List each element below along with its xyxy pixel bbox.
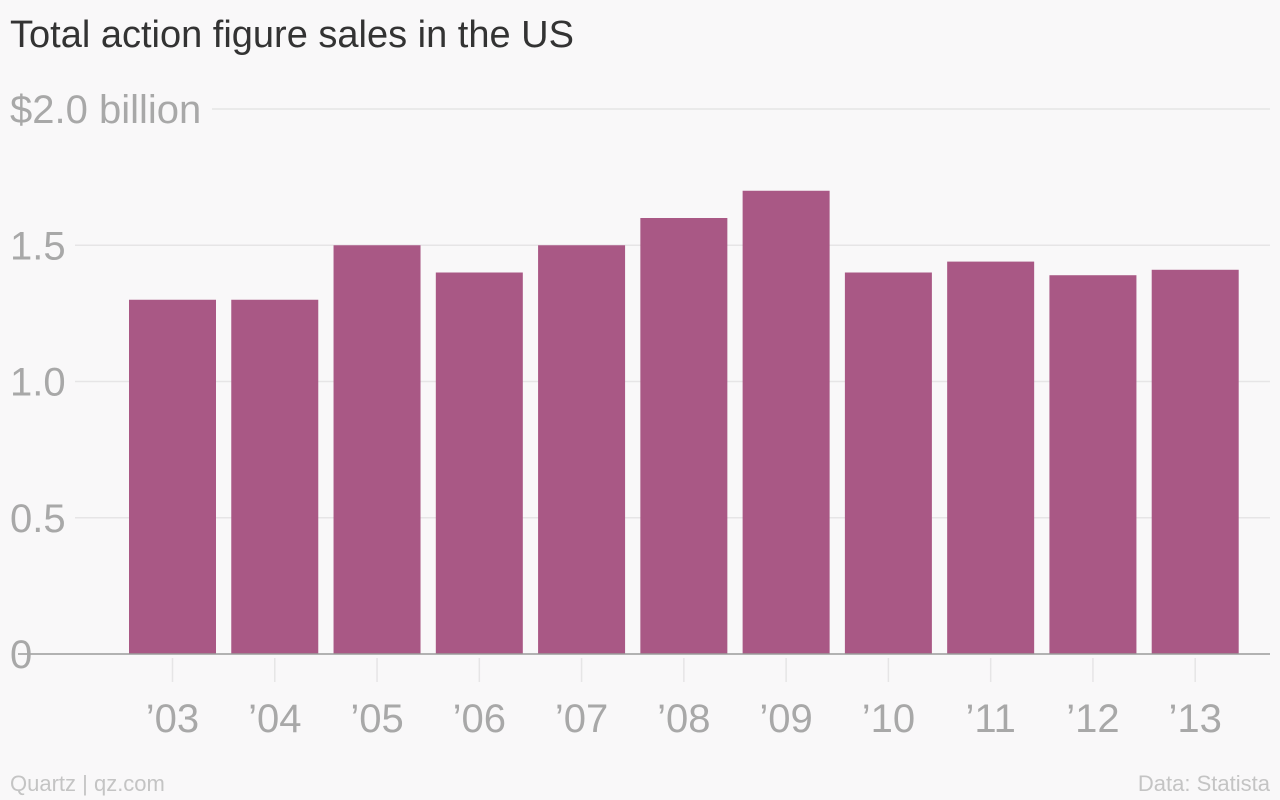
bar: [742, 190, 830, 654]
bar: [1151, 269, 1239, 654]
bar: [844, 272, 932, 654]
y-axis-labels: 0 0.5 1.0 1.5 $2.0 billion: [10, 88, 201, 677]
bars: [129, 190, 1239, 654]
x-tick-label: ’11: [965, 697, 1015, 741]
x-tick-label: ’13: [1169, 697, 1222, 741]
x-tick-label: ’06: [453, 697, 506, 741]
bar: [640, 218, 728, 654]
chart-title: Total action figure sales in the US: [10, 14, 574, 56]
x-tick-label: ’08: [657, 697, 710, 741]
x-tick-label: ’07: [555, 697, 608, 741]
bar: [333, 245, 421, 654]
y-tick-label: 1.5: [10, 224, 66, 268]
x-tick-label: ’12: [1066, 697, 1119, 741]
x-tick-label: ’05: [350, 697, 403, 741]
x-tick-label: ’03: [146, 697, 199, 741]
x-tick-label: ’10: [862, 697, 915, 741]
y-tick-label: 1.0: [10, 361, 66, 405]
bar: [129, 299, 216, 654]
x-axis-labels: ’03 ’04 ’05 ’06 ’07 ’08 ’09 ’10 ’11 ’12 ’13: [146, 697, 1222, 741]
bar: [231, 299, 319, 654]
y-tick-label: 0: [10, 633, 32, 677]
x-tick-label: ’04: [248, 697, 301, 741]
bar: [947, 261, 1035, 654]
y-tick-label: 0.5: [10, 497, 66, 541]
x-tick-label: ’09: [759, 697, 812, 741]
x-axis: [18, 653, 1270, 682]
source-credit: Quartz | qz.com: [10, 771, 165, 796]
data-source: Data: Statista: [1137, 771, 1270, 796]
bar: [538, 245, 626, 654]
bar: [1049, 275, 1137, 654]
y-tick-label: $2.0 billion: [10, 88, 201, 132]
bar: [435, 272, 523, 654]
